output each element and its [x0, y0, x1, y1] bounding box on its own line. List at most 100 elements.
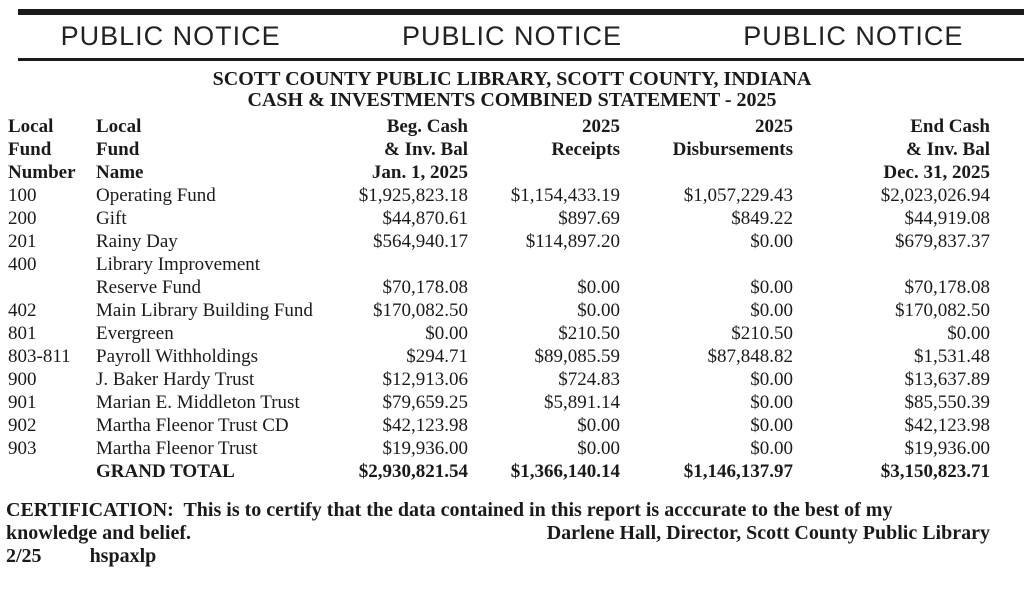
fund-name-cell: Operating Fund — [96, 185, 216, 206]
table-row: 201 Rainy Day $564,940.17 $114,897.20 $0.00 $… — [8, 230, 990, 253]
notice-footer: 2/25 hspaxlp — [6, 545, 990, 568]
table-row: 402 Main Library Building Fund $170,082.50… — [8, 299, 990, 322]
fund-number-cell: 400 — [8, 254, 37, 275]
certification-statement-continued: knowledge and belief. — [6, 522, 192, 544]
beg-cash-cell: $0.00 — [425, 323, 468, 344]
beg-cash-cell — [337, 253, 468, 276]
beg-cash-cell: $79,659.25 — [382, 392, 469, 413]
fund-name-cell: GRAND TOTAL — [96, 461, 235, 482]
fund-name-cell: Payroll Withholdings — [96, 346, 258, 367]
receipts-cell: $89,085.59 — [534, 346, 621, 367]
fund-number-cell: 902 — [8, 415, 37, 436]
disbursements-cell: $0.00 — [750, 277, 793, 298]
table-row: GRAND TOTAL $2,930,821.54 $1,366,140.14 $1,… — [8, 460, 990, 483]
beg-cash-cell: $2,930,821.54 — [358, 461, 468, 482]
fund-number-cell: 100 — [8, 185, 37, 206]
fund-number-cell: 200 — [8, 208, 37, 229]
end-cash-cell: $19,936.00 — [904, 438, 991, 459]
end-cash-cell: $0.00 — [947, 323, 990, 344]
receipts-cell — [468, 253, 620, 276]
disbursements-cell: $0.00 — [750, 300, 793, 321]
notice-title-line1: SCOTT COUNTY PUBLIC LIBRARY, SCOTT COUNT… — [212, 68, 812, 90]
fund-name-cell: Martha Fleenor Trust — [96, 438, 258, 459]
beg-cash-cell: $42,123.98 — [382, 415, 469, 436]
fund-name-cell: Library Improvement — [96, 254, 261, 275]
table-row: 903 Martha Fleenor Trust $19,936.00 $0.00 $0… — [8, 437, 990, 460]
end-cash-cell: $44,919.08 — [904, 208, 991, 229]
receipts-cell: $210.50 — [558, 323, 620, 344]
end-cash-cell: $85,550.39 — [904, 392, 991, 413]
fund-name-cell: Gift — [96, 208, 127, 229]
receipts-cell: $114,897.20 — [525, 231, 620, 252]
public-notice-heading-1: PUBLIC NOTICE — [60, 21, 281, 51]
fund-name-cell: Marian E. Middleton Trust — [96, 392, 300, 413]
receipts-cell: $897.69 — [558, 208, 620, 229]
end-cash-cell: $3,150,823.71 — [880, 461, 990, 482]
disbursements-cell: $0.00 — [750, 231, 793, 252]
column-header-fund-name: Local Fund Name — [96, 116, 144, 183]
disbursements-cell: $0.00 — [750, 369, 793, 390]
beg-cash-cell: $1,925,823.18 — [358, 185, 468, 206]
table-row: 900 J. Baker Hardy Trust $12,913.06 $724.83… — [8, 368, 990, 391]
receipts-cell: $0.00 — [577, 277, 620, 298]
fund-number-cell: 903 — [8, 438, 37, 459]
receipts-cell: $724.83 — [558, 369, 620, 390]
notice-date: 2/25 — [6, 545, 42, 567]
column-header-end-cash: End Cash & Inv. Bal Dec. 31, 2025 — [883, 116, 990, 183]
table-row: 400 Library Improvement — [8, 253, 990, 276]
disbursements-cell — [620, 253, 793, 276]
end-cash-cell: $13,637.89 — [904, 369, 991, 390]
receipts-cell: $1,154,433.19 — [510, 185, 620, 206]
certification-statement: CERTIFICATION: This is to certify that t… — [6, 499, 893, 521]
disbursements-cell: $1,057,229.43 — [683, 185, 793, 206]
disbursements-cell: $0.00 — [750, 438, 793, 459]
end-cash-cell: $2,023,026.94 — [880, 185, 990, 206]
column-header-disbursements: 2025 Disbursements — [672, 116, 793, 160]
beg-cash-cell: $44,870.61 — [382, 208, 469, 229]
funds-table-header: Local Fund Number Local Fund Name Beg. Cas… — [8, 115, 990, 184]
column-header-fund-number: Local Fund Number — [8, 116, 76, 183]
funds-table-body: 100 Operating Fund $1,925,823.18 $1,154,433… — [8, 184, 990, 483]
disbursements-cell: $1,146,137.97 — [683, 461, 793, 482]
disbursements-cell: $210.50 — [731, 323, 793, 344]
end-cash-cell: $70,178.08 — [904, 277, 991, 298]
certification-signature: Darlene Hall, Director, Scott County Pub… — [546, 522, 990, 544]
certification-line2: knowledge and belief. Darlene Hall, Dire… — [6, 522, 990, 545]
disbursements-cell: $87,848.82 — [707, 346, 794, 367]
notice-title: SCOTT COUNTY PUBLIC LIBRARY, SCOTT COUNT… — [0, 69, 1024, 111]
table-row: 901 Marian E. Middleton Trust $79,659.25 $5… — [8, 391, 990, 414]
beg-cash-cell: $19,936.00 — [382, 438, 469, 459]
fund-number-cell: 801 — [8, 323, 37, 344]
disbursements-cell: $0.00 — [750, 392, 793, 413]
fund-name-cell: Main Library Building Fund — [96, 300, 313, 321]
certification-block: CERTIFICATION: This is to certify that t… — [6, 499, 990, 568]
fund-number-cell: 402 — [8, 300, 37, 321]
end-cash-cell: $42,123.98 — [904, 415, 991, 436]
fund-name-cell: Evergreen — [96, 323, 174, 344]
beg-cash-cell: $170,082.50 — [373, 300, 468, 321]
beg-cash-cell: $12,913.06 — [382, 369, 469, 390]
table-row: 902 Martha Fleenor Trust CD $42,123.98 $0.0… — [8, 414, 990, 437]
column-header-beg-cash: Beg. Cash & Inv. Bal Jan. 1, 2025 — [371, 116, 468, 183]
notice-code: hspaxlp — [89, 545, 157, 567]
table-row: 200 Gift $44,870.61 $897.69 $849.22 $44,919.0… — [8, 207, 990, 230]
table-row: 801 Evergreen $0.00 $210.50 $210.50 $0.00 — [8, 322, 990, 345]
table-row: 100 Operating Fund $1,925,823.18 $1,154,433… — [8, 184, 990, 207]
table-row: 803-811 Payroll Withholdings $294.71 $89,08… — [8, 345, 990, 368]
fund-number-cell: 803-811 — [8, 346, 71, 367]
header-row: Local Fund Number Local Fund Name Beg. Cas… — [8, 115, 990, 184]
notice-title-line2: CASH & INVESTMENTS COMBINED STATEMENT - … — [247, 89, 777, 111]
fund-name-cell: Rainy Day — [96, 231, 178, 252]
end-cash-cell: $170,082.50 — [895, 300, 990, 321]
end-cash-cell: $679,837.37 — [895, 231, 990, 252]
funds-table: Local Fund Number Local Fund Name Beg. Cas… — [8, 115, 990, 483]
table-row: Reserve Fund $70,178.08 $0.00 $0.00 $70,178.… — [8, 276, 990, 299]
fund-number-cell: 901 — [8, 392, 37, 413]
fund-name-cell: Reserve Fund — [96, 277, 202, 298]
banner-bottom-rule — [18, 58, 1024, 61]
disbursements-cell: $0.00 — [750, 415, 793, 436]
end-cash-cell — [793, 253, 990, 276]
receipts-cell: $0.00 — [577, 438, 620, 459]
public-notice-banner: PUBLIC NOTICE PUBLIC NOTICE PUBLIC NOTIC… — [0, 15, 1024, 58]
